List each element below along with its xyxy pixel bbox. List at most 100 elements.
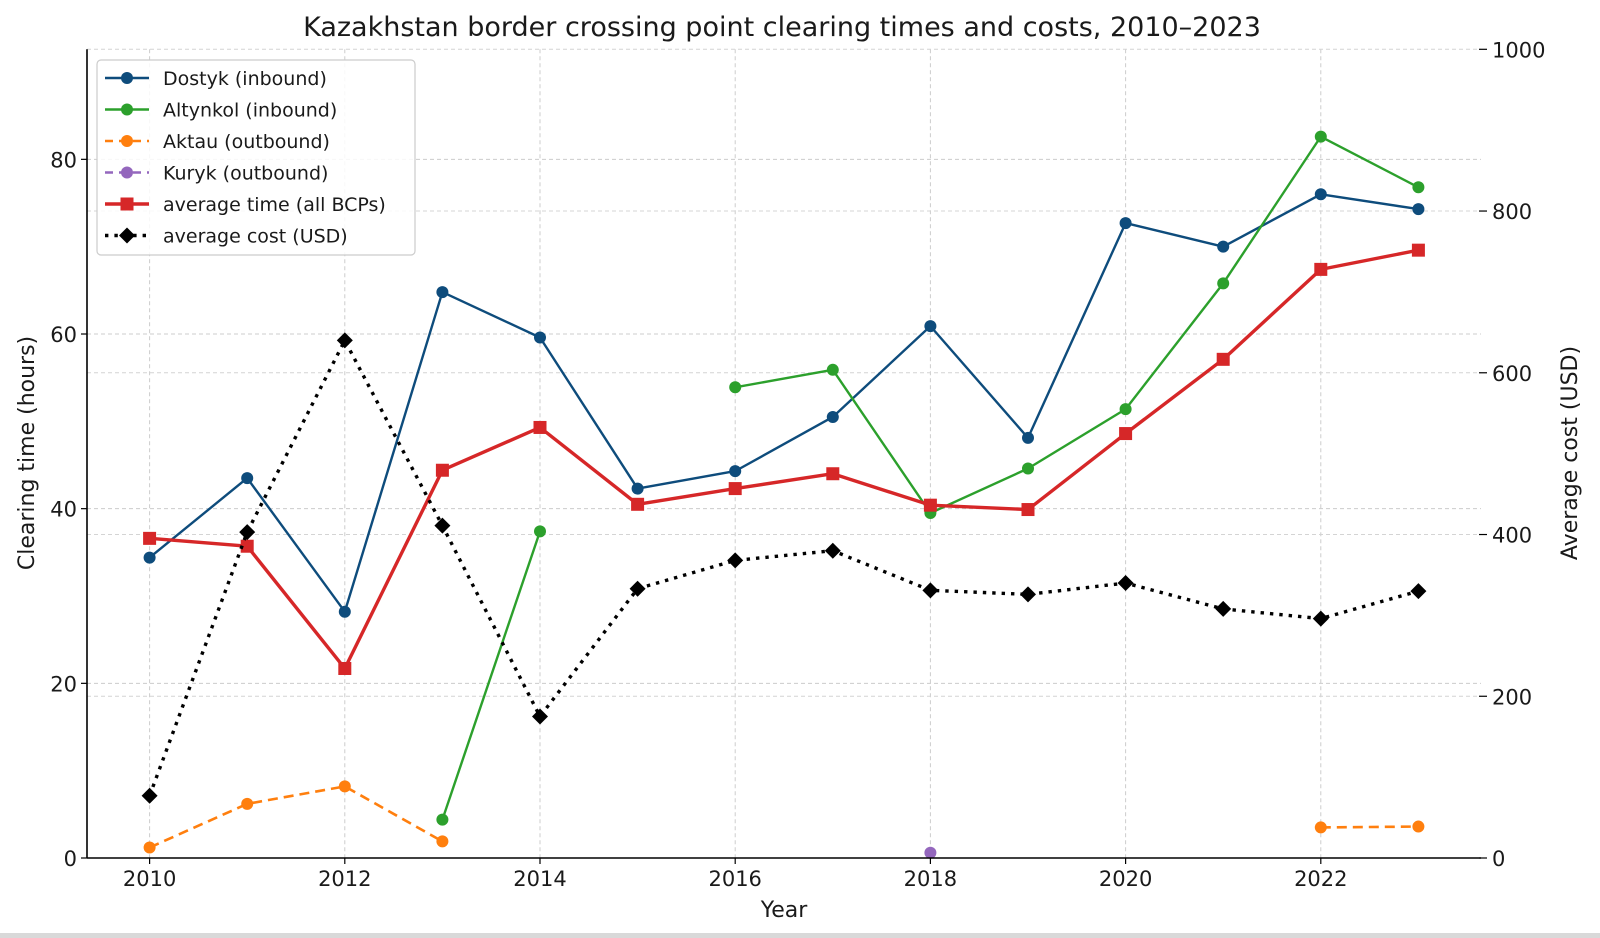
data-point xyxy=(1217,240,1230,253)
legend-label: average time (all BCPs) xyxy=(163,194,386,216)
data-point xyxy=(1119,403,1132,416)
legend-item: Aktau (outbound) xyxy=(105,131,330,153)
series-line xyxy=(1320,825,1419,829)
legend-label: Kuryk (outbound) xyxy=(163,163,328,185)
x-tick-label: 2018 xyxy=(904,867,957,891)
data-point xyxy=(728,482,742,496)
y-tick-label: 20 xyxy=(50,672,77,696)
data-point xyxy=(1022,462,1034,475)
series-altynkol-inbound xyxy=(436,130,1425,826)
bottom-strip xyxy=(0,933,1600,938)
x-tick-label: 2012 xyxy=(318,867,371,891)
data-point xyxy=(631,497,645,511)
data-point xyxy=(141,787,158,804)
data-point xyxy=(826,410,839,423)
legend-label: Aktau (outbound) xyxy=(163,131,330,153)
legend-box xyxy=(96,59,416,256)
legend-label: average cost (USD) xyxy=(163,226,348,248)
y-right-tick-label: 400 xyxy=(1492,524,1532,548)
data-point xyxy=(1217,277,1230,290)
data-point xyxy=(1410,583,1427,600)
y-tick-label: 60 xyxy=(50,323,77,347)
data-point xyxy=(1022,431,1034,444)
data-point xyxy=(241,472,254,485)
series-line xyxy=(148,193,1419,613)
series-line xyxy=(149,248,1419,671)
legend-item: Dostyk (inbound) xyxy=(105,68,327,90)
x-axis-label: Year xyxy=(760,898,809,923)
y-tick-label: 0 xyxy=(64,847,77,871)
data-point xyxy=(729,381,742,394)
data-point xyxy=(338,780,351,793)
data-point xyxy=(1215,600,1232,617)
data-point xyxy=(240,539,254,553)
data-point xyxy=(143,841,156,854)
y-tick-label: 40 xyxy=(50,498,77,522)
x-tick-label: 2010 xyxy=(123,867,176,891)
legend-marker xyxy=(121,135,133,147)
series-line xyxy=(734,135,1419,515)
data-point xyxy=(1314,188,1327,201)
data-point xyxy=(826,363,839,376)
y-right-tick-label: 0 xyxy=(1492,847,1505,871)
data-point xyxy=(534,331,546,344)
data-point xyxy=(1312,610,1329,627)
data-point xyxy=(727,552,744,569)
data-point xyxy=(143,551,156,564)
series-average-cost-usd xyxy=(141,332,1427,804)
data-point xyxy=(436,813,449,826)
legend-item: average cost (USD) xyxy=(105,226,348,248)
series-average-time-all-bcps xyxy=(143,243,1425,675)
data-point xyxy=(143,531,157,545)
data-point xyxy=(629,580,646,597)
legend-marker xyxy=(119,227,135,244)
x-tick-label: 2022 xyxy=(1294,867,1347,891)
data-point xyxy=(1021,503,1035,517)
data-point xyxy=(1314,130,1327,143)
data-point xyxy=(1020,586,1036,603)
data-point xyxy=(631,482,644,495)
data-point xyxy=(1117,575,1134,592)
data-point xyxy=(338,661,352,675)
legend-label: Dostyk (inbound) xyxy=(163,68,327,90)
data-point xyxy=(338,605,351,618)
data-point xyxy=(826,467,840,481)
series-dostyk-inbound xyxy=(143,188,1425,618)
data-point xyxy=(922,582,939,599)
x-tick-label: 2020 xyxy=(1099,867,1152,891)
y-right-tick-label: 1000 xyxy=(1492,38,1545,62)
series-layer xyxy=(141,130,1427,859)
data-point xyxy=(729,465,742,478)
y-right-tick-label: 600 xyxy=(1492,362,1532,386)
legend-label: Altynkol (inbound) xyxy=(163,100,337,122)
data-point xyxy=(1314,821,1327,834)
data-point xyxy=(924,846,937,859)
x-tick-label: 2014 xyxy=(513,867,566,891)
series-line xyxy=(149,785,444,849)
data-point xyxy=(1412,181,1425,194)
y-axis-label-left: Clearing time (hours) xyxy=(15,336,40,570)
data-point xyxy=(241,797,254,810)
legend-marker xyxy=(121,72,133,84)
legend-item: average time (all BCPs) xyxy=(105,194,386,216)
y-axis-label-right: Average cost (USD) xyxy=(1558,346,1583,560)
data-point xyxy=(1412,203,1425,216)
legend-item: Kuryk (outbound) xyxy=(105,163,328,185)
legend-marker xyxy=(121,166,133,179)
series-kuryk-outbound xyxy=(924,846,937,859)
y-right-tick-label: 200 xyxy=(1492,685,1532,709)
data-point xyxy=(1314,262,1328,276)
data-point xyxy=(435,463,449,477)
data-point xyxy=(924,320,937,333)
data-point xyxy=(436,835,449,848)
series-line xyxy=(148,338,1419,797)
data-point xyxy=(534,525,546,538)
axes: 2010 2012 2014 2016 2018 2020 2022020406080020… xyxy=(50,38,1545,891)
legend: Dostyk (inbound) Altynkol (inbound) Aktau … xyxy=(96,59,416,256)
data-point xyxy=(1411,243,1425,257)
x-tick-label: 2016 xyxy=(708,867,761,891)
data-point xyxy=(824,542,841,559)
series-aktau-outbound xyxy=(143,780,1425,854)
data-point xyxy=(1216,352,1230,366)
data-point xyxy=(336,332,353,349)
